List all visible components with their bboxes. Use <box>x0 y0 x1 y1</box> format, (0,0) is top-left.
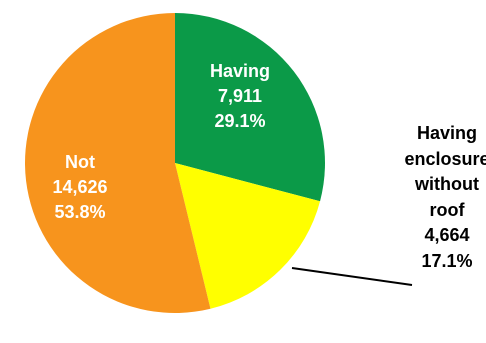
percent-label: 17.1% <box>421 250 473 271</box>
percent-label: 53.8% <box>54 202 106 222</box>
category-label: Having enclosure without roof <box>404 123 486 220</box>
slice-label: Having 7,911 29.1% <box>195 59 285 134</box>
slice-label: Having enclosure without roof 4,664 17.1% <box>397 121 486 274</box>
slice-label: Not 14,626 53.8% <box>30 150 130 225</box>
pie-slice <box>175 13 325 202</box>
pie-slice <box>24 13 211 314</box>
percent-label: 29.1% <box>214 111 266 131</box>
count-label: 14,626 <box>52 177 108 197</box>
category-label: Not <box>65 152 95 172</box>
category-label: Having <box>209 61 270 81</box>
leader-line <box>291 267 413 286</box>
count-label: 4,664 <box>424 225 470 245</box>
count-label: 7,911 <box>217 86 263 106</box>
pie-slice <box>175 163 321 309</box>
